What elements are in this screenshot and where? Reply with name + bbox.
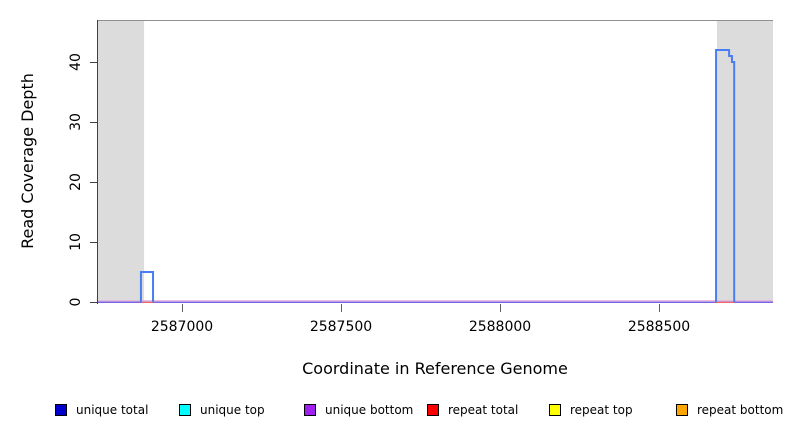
legend-label: unique top	[200, 403, 265, 417]
legend-label: unique bottom	[325, 403, 414, 417]
shaded-region	[98, 20, 145, 303]
repeat-bottom-swatch-icon	[676, 404, 688, 416]
y-tick-40	[90, 62, 97, 63]
x-tick-2587500	[341, 304, 342, 312]
legend-label: repeat top	[570, 403, 633, 417]
y-axis-title: Read Coverage Depth	[18, 73, 37, 249]
x-tick-label: 2587000	[150, 319, 214, 335]
plot-area	[98, 20, 773, 304]
x-tick-2588000	[500, 304, 501, 312]
x-tick-2588500	[659, 304, 660, 312]
shaded-region	[717, 20, 773, 303]
y-tick-0	[90, 302, 97, 303]
x-axis-title: Coordinate in Reference Genome	[302, 359, 568, 378]
y-axis-line	[97, 20, 98, 304]
x-tick-label: 2588500	[627, 319, 691, 335]
repeat-total-swatch-icon	[427, 404, 439, 416]
y-tick-label: 30	[68, 113, 84, 131]
y-tick-label: 20	[68, 173, 84, 191]
x-tick-2587000	[182, 304, 183, 312]
x-tick-label: 2588000	[468, 319, 532, 335]
legend-label: repeat total	[448, 403, 519, 417]
y-tick-10	[90, 242, 97, 243]
series-unique-coverage-peaks	[715, 49, 736, 302]
y-tick-30	[90, 122, 97, 123]
unique-top-swatch-icon	[179, 404, 191, 416]
coverage-chart-canvas	[98, 20, 773, 304]
legend: unique total unique top unique bottom re…	[0, 400, 792, 424]
series-unique-coverage-peaks	[139, 271, 155, 302]
y-tick-20	[90, 182, 97, 183]
unique-bottom-swatch-icon	[304, 404, 316, 416]
y-tick-label: 0	[68, 297, 84, 307]
y-tick-label: 10	[68, 233, 84, 251]
legend-label: repeat bottom	[697, 403, 784, 417]
x-tick-label: 2587500	[309, 319, 373, 335]
unique-total-swatch-icon	[55, 404, 67, 416]
legend-label: unique total	[76, 403, 149, 417]
repeat-top-swatch-icon	[549, 404, 561, 416]
y-tick-label: 40	[68, 53, 84, 71]
